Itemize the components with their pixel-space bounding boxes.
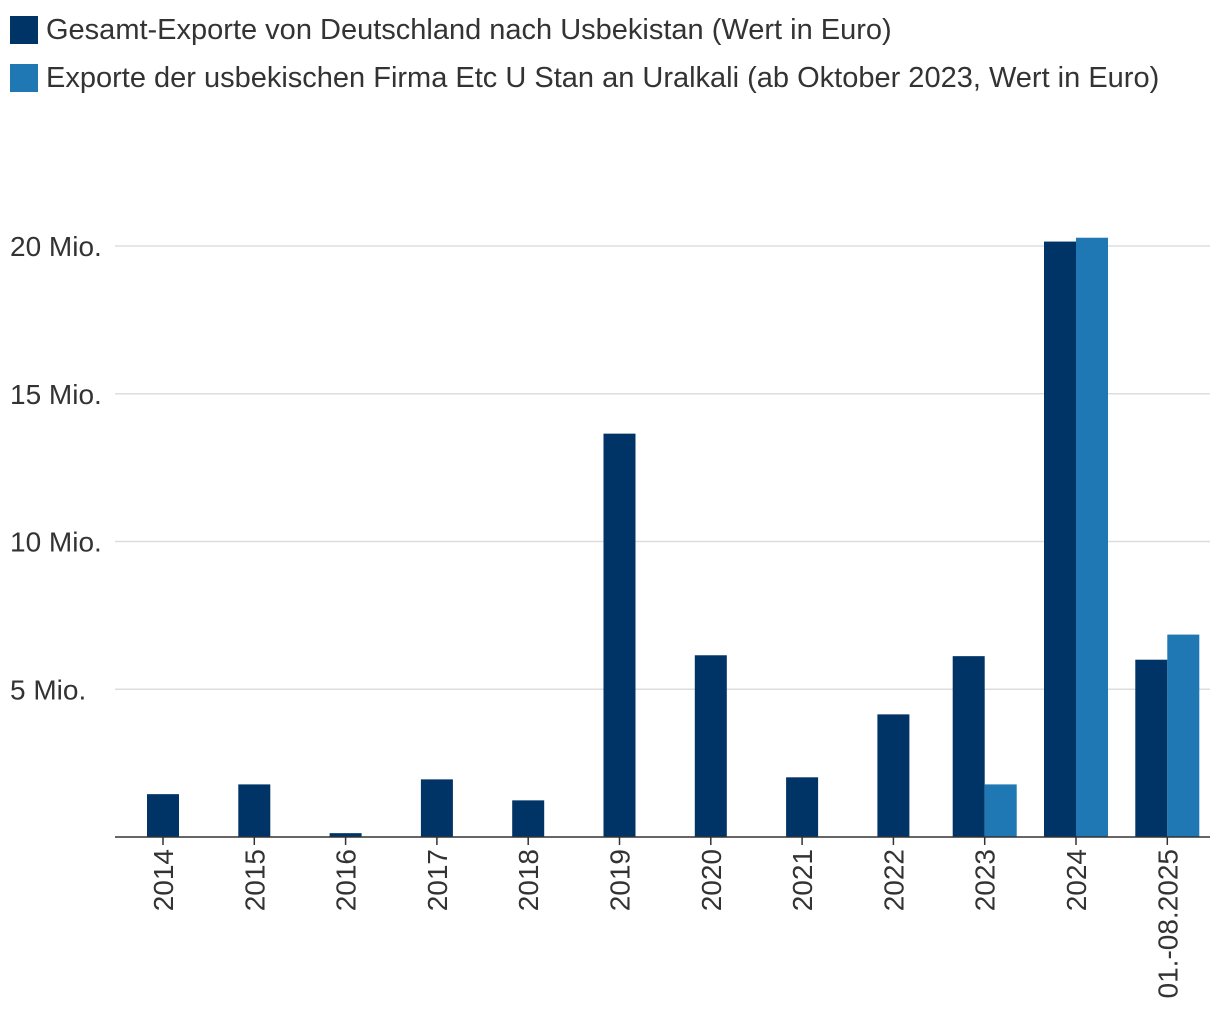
x-tick-label: 2018: [513, 849, 544, 911]
bars: [147, 237, 1200, 837]
x-tick-label: 2014: [148, 849, 179, 911]
x-tick-label: 2019: [605, 849, 636, 911]
x-tick-label: 2022: [878, 849, 909, 911]
x-tick-label: 2017: [422, 849, 453, 911]
legend-swatch-gesamt-exporte: [10, 16, 38, 44]
bar-series-1-2024[interactable]: [1076, 237, 1108, 837]
bar-series-0-2024[interactable]: [1044, 241, 1076, 837]
bar-series-1-01.-08.2025[interactable]: [1167, 634, 1200, 837]
y-tick-label: 15 Mio.: [10, 379, 102, 410]
chart-legend: Gesamt-Exporte von Deutschland nach Usbe…: [10, 10, 1159, 106]
gridlines: [115, 245, 1210, 690]
x-tick-label: 2024: [1061, 849, 1092, 911]
legend-item-gesamt-exporte[interactable]: Gesamt-Exporte von Deutschland nach Usbe…: [10, 10, 1159, 50]
bar-series-0-2017[interactable]: [420, 779, 453, 837]
bar-series-0-2021[interactable]: [786, 777, 819, 837]
bar-series-0-2014[interactable]: [147, 794, 179, 837]
bar-series-0-2018[interactable]: [512, 800, 545, 837]
x-tick-label: 2016: [331, 849, 362, 911]
legend-item-uralkali-exporte[interactable]: Exporte der usbekischen Firma Etc U Stan…: [10, 58, 1159, 98]
y-tick-label: 10 Mio.: [10, 527, 102, 558]
bar-series-0-2016[interactable]: [329, 833, 362, 837]
bar-series-0-2019[interactable]: [603, 433, 636, 837]
x-tick-label: 2020: [696, 849, 727, 911]
legend-label-gesamt-exporte: Gesamt-Exporte von Deutschland nach Usbe…: [46, 13, 892, 46]
y-axis-ticks: 5 Mio. 10 Mio. 15 Mio. 20 Mio.: [10, 231, 102, 705]
bar-series-0-2023[interactable]: [952, 656, 985, 837]
bar-series-0-2020[interactable]: [694, 655, 727, 837]
bar-series-0-2022[interactable]: [877, 714, 910, 837]
x-tick-label: 01.-08.2025: [1152, 849, 1183, 998]
x-tick-label: 2015: [239, 849, 270, 911]
x-tick-label: 2021: [787, 849, 818, 911]
legend-swatch-uralkali-exporte: [10, 64, 38, 92]
x-tick-label: 2023: [970, 849, 1001, 911]
legend-label-uralkali-exporte: Exporte der usbekischen Firma Etc U Stan…: [46, 61, 1160, 94]
bar-series-0-01.-08.2025[interactable]: [1135, 659, 1168, 837]
bar-series-0-2015[interactable]: [238, 784, 271, 837]
y-tick-label: 5 Mio.: [10, 674, 86, 705]
y-tick-label: 20 Mio.: [10, 231, 102, 262]
x-axis-ticks: 2014 2015 2016 2017 2018 2019 2020 2021 2022 2023…: [148, 837, 1183, 998]
bar-series-1-2023[interactable]: [984, 784, 1017, 837]
